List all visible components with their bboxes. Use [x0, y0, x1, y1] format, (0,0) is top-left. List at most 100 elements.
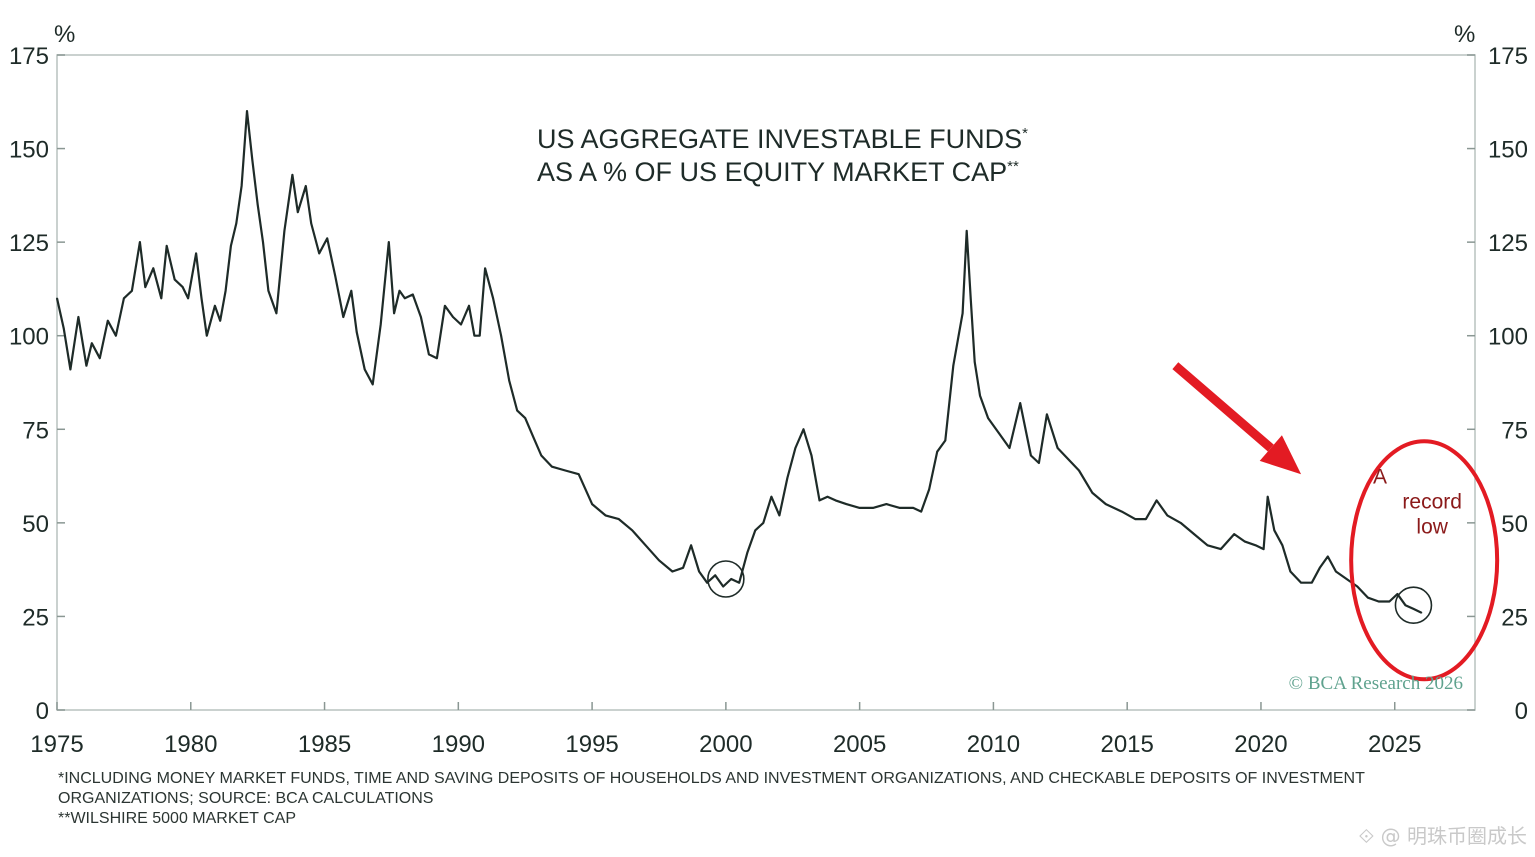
data-point — [961, 312, 964, 315]
data-point — [77, 316, 80, 318]
footnote-line-1: *INCLUDING MONEY MARKET FUNDS, TIME AND … — [58, 770, 1365, 787]
chart-subtitle-text: AS A % OF US EQUITY MARKET CAP — [537, 157, 1007, 187]
y-tick-right-label: 175 — [1488, 43, 1528, 70]
data-point — [540, 454, 543, 457]
plot-frame — [56, 54, 1476, 711]
data-point — [436, 357, 438, 360]
data-point — [1388, 600, 1391, 603]
data-point — [786, 477, 789, 479]
y-tick-right-label: 100 — [1488, 324, 1528, 351]
data-point — [722, 585, 724, 588]
data-point — [671, 570, 674, 573]
data-point — [987, 417, 989, 419]
left-y-axis: 0 25 50 75 100 125 150 175 — [9, 43, 65, 725]
data-point — [1420, 611, 1423, 614]
record-low-label: low — [1416, 515, 1448, 538]
data-point — [1300, 581, 1302, 584]
y-tick-left-label: 0 — [36, 698, 49, 725]
chart-title-mark: * — [1022, 125, 1028, 142]
y-tick-left-label: 125 — [9, 230, 49, 257]
data-point — [516, 409, 518, 412]
left-axis-unit: % — [54, 21, 75, 48]
data-point — [936, 450, 938, 453]
data-point — [235, 222, 238, 225]
data-point — [944, 439, 947, 442]
data-point — [1404, 604, 1407, 606]
data-point — [379, 323, 382, 326]
data-point — [1008, 447, 1011, 449]
data-point — [1273, 529, 1276, 532]
watermark: ⟐ @ 明珠币圈成长 — [1358, 824, 1527, 848]
data-point — [1311, 581, 1313, 584]
data-point — [460, 323, 462, 326]
data-point — [1281, 544, 1284, 547]
data-point — [99, 357, 101, 360]
data-point — [1220, 548, 1222, 550]
data-point — [1262, 548, 1265, 550]
data-point — [778, 514, 781, 517]
data-point — [342, 316, 345, 318]
data-point — [420, 316, 422, 318]
data-point — [69, 368, 72, 371]
data-point — [730, 578, 732, 580]
data-point — [305, 185, 307, 187]
data-point — [398, 290, 401, 292]
data-point — [123, 297, 125, 300]
data-point — [478, 334, 481, 337]
credit: © BCA Research 2026 — [1289, 673, 1463, 694]
data-point — [1319, 567, 1321, 569]
data-point — [928, 488, 930, 491]
data-point — [91, 342, 93, 345]
data-point — [355, 331, 358, 333]
data-point — [1193, 533, 1195, 535]
record-low-label: A — [1373, 465, 1387, 488]
x-tick-label: 1975 — [30, 731, 83, 758]
data-point — [144, 286, 147, 288]
data-point — [1030, 454, 1032, 457]
data-point — [1019, 402, 1021, 404]
data-point — [165, 245, 168, 247]
y-tick-right-label: 75 — [1501, 417, 1528, 444]
data-point — [658, 559, 660, 562]
data-point — [1206, 544, 1209, 547]
data-point — [388, 241, 390, 243]
chart-title: US AGGREGATE INVESTABLE FUNDS* — [537, 124, 1028, 154]
series-layer — [55, 110, 1423, 614]
x-tick-label: 2010 — [967, 731, 1020, 758]
data-point — [952, 364, 955, 367]
data-point — [219, 319, 221, 322]
data-point — [334, 275, 337, 277]
chart-title-text: US AGGREGATE INVESTABLE FUNDS — [537, 124, 1022, 154]
data-point — [1038, 462, 1040, 464]
data-point — [591, 503, 593, 505]
data-point — [187, 297, 189, 300]
data-point — [283, 230, 286, 232]
x-tick-label: 1980 — [164, 731, 217, 758]
y-tick-left-label: 150 — [9, 137, 49, 164]
x-tick-label: 1995 — [565, 731, 618, 758]
record-low-ellipse — [1349, 439, 1500, 682]
data-point — [969, 297, 972, 300]
x-tick-label: 1990 — [432, 731, 485, 758]
x-tick-label: 1985 — [298, 731, 351, 758]
data-point — [206, 334, 208, 337]
y-tick-right-label: 150 — [1488, 137, 1528, 164]
data-point — [698, 570, 700, 573]
data-point — [979, 394, 981, 397]
x-tick-label: 2005 — [833, 731, 886, 758]
data-point — [468, 305, 470, 307]
data-point — [770, 495, 773, 498]
data-point — [160, 297, 163, 300]
y-tick-left-label: 175 — [9, 43, 49, 70]
data-point — [1166, 514, 1169, 517]
data-point — [275, 312, 278, 315]
x-tick-label: 2000 — [699, 731, 752, 758]
data-point — [1179, 522, 1182, 524]
data-point — [920, 510, 922, 513]
data-point — [1377, 600, 1380, 603]
data-point — [738, 581, 740, 584]
data-point — [1345, 578, 1348, 580]
x-axis: 1975 1980 1985 1990 1995 2000 2005 2010 2015 2020… — [30, 702, 1421, 758]
data-point — [912, 507, 914, 509]
